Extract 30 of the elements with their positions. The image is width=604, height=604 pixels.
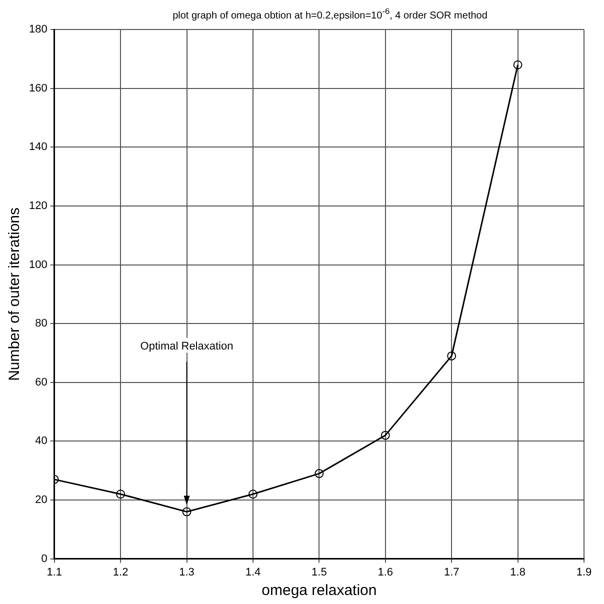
point — [447, 351, 456, 360]
y-tick-label: 40 — [35, 435, 48, 448]
point — [182, 507, 192, 516]
x-tick-label: 1.8 — [510, 566, 526, 578]
x-tick-label: 1.4 — [245, 566, 261, 578]
x-axis-title: omega relaxation — [262, 582, 377, 600]
point — [513, 60, 522, 70]
x-tick-label: 1.3 — [179, 566, 194, 578]
y-tick-label: 140 — [28, 141, 48, 154]
x-tick-label: 1.1 — [46, 566, 62, 578]
x-tick-label: 1.6 — [378, 566, 394, 578]
point — [116, 490, 126, 499]
point — [380, 430, 390, 440]
chart-title: plot graph of omega obtion at h=0.2,epsilon=10$^{-6}$, 4 order SOR method — [172, 6, 488, 22]
y-tick-label: 100 — [28, 258, 48, 271]
point — [248, 490, 258, 499]
x-tick-label: 1.9 — [576, 566, 592, 578]
x-tick-label: 1.5 — [312, 566, 327, 578]
x-tick-label: 1.7 — [444, 566, 460, 578]
x-tick-label: 1.2 — [112, 566, 128, 578]
annotation: Optimal Relaxation — [140, 340, 234, 352]
y-axis-title: Number of outer iterations — [6, 207, 24, 381]
point — [314, 469, 324, 478]
y-tick-label: 0 — [41, 552, 48, 565]
y-tick-label: 60 — [35, 376, 48, 388]
y-tick-label: 120 — [28, 200, 48, 212]
y-tick-label: 20 — [35, 494, 48, 506]
y-tick-label: 160 — [28, 82, 48, 94]
y-tick-label: 180 — [28, 24, 48, 36]
y-tick-label: 80 — [35, 318, 48, 330]
